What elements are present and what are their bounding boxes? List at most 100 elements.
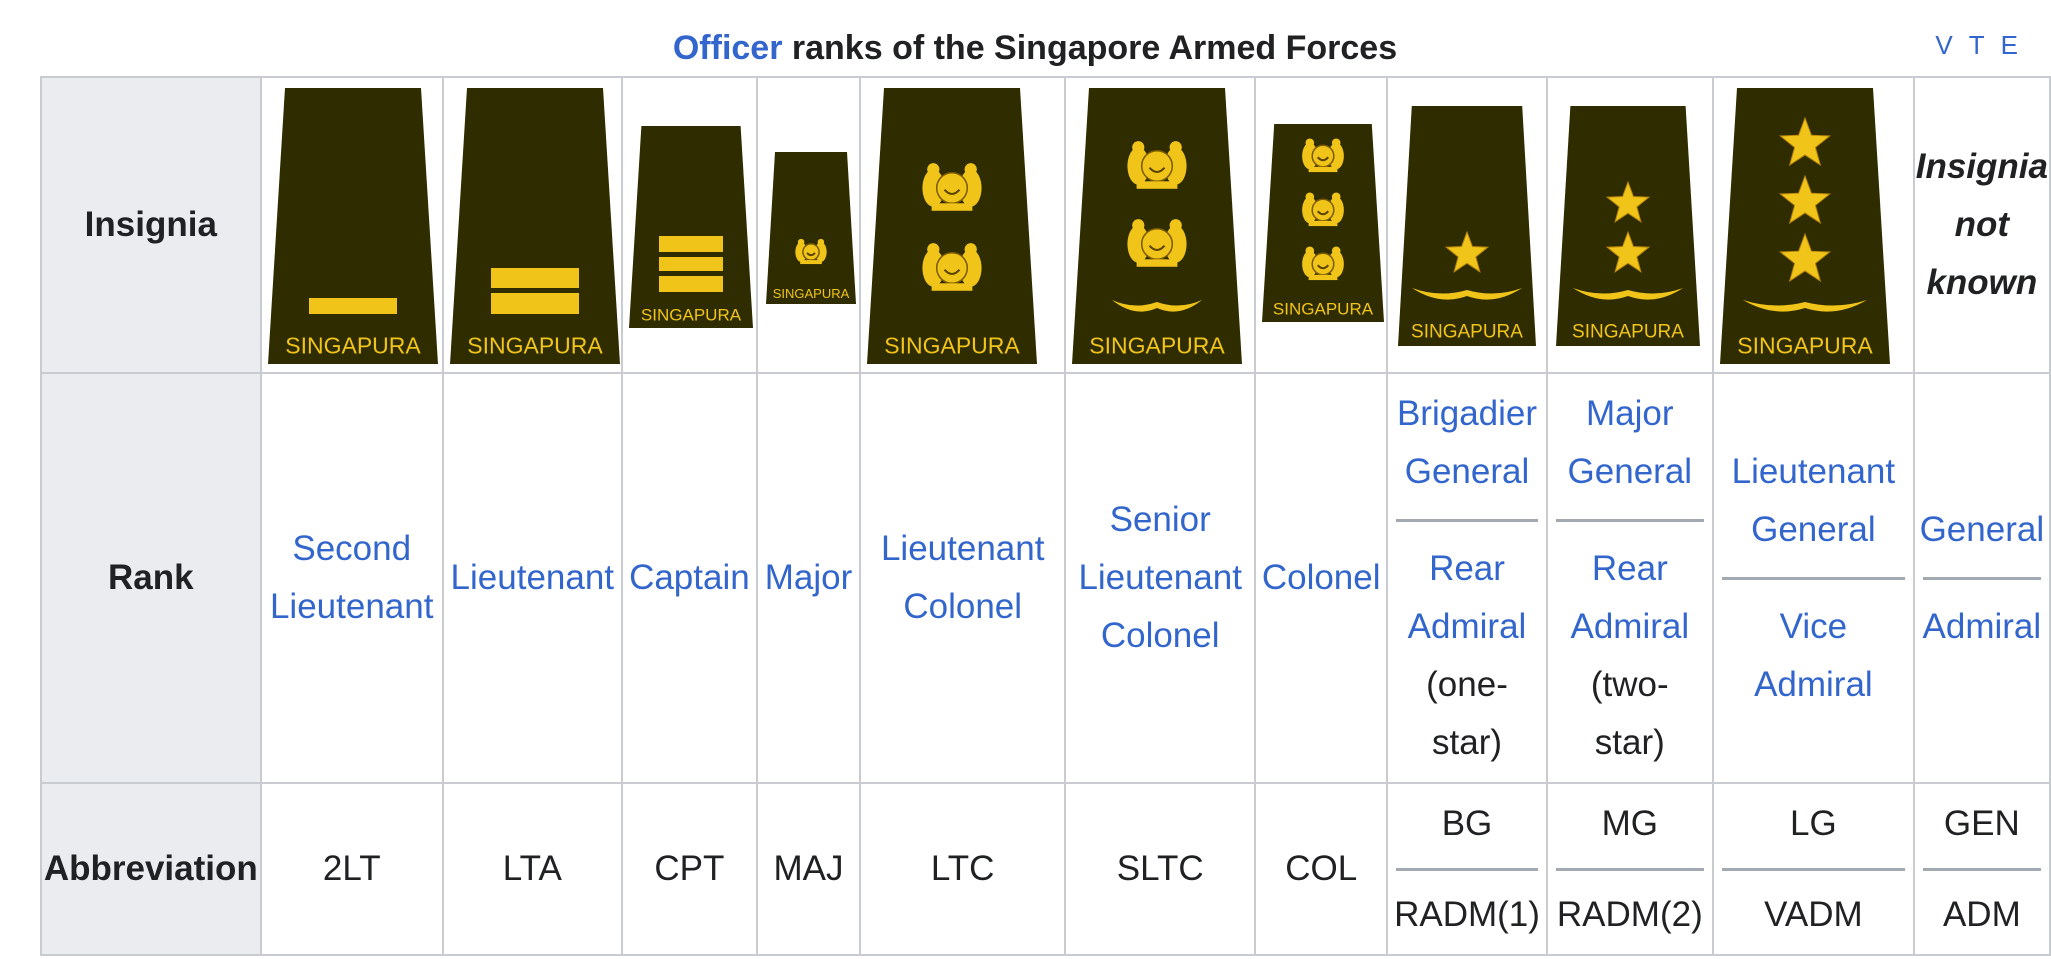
rank-link-senior-lieutenant-colonel[interactable]: Senior Lieutenant Colonel (1078, 500, 1242, 655)
officer-link[interactable]: Officer (672, 29, 783, 67)
unknown-word: known (1926, 263, 2038, 302)
star-icon (1605, 230, 1650, 273)
rank-divider (1555, 518, 1705, 522)
abbr-bottom: VADM (1764, 894, 1863, 934)
rank-link-second-lieutenant[interactable]: Second Lieutenant (269, 529, 434, 626)
rank-cell: General Admiral (1912, 372, 2051, 784)
insignia-cell: SINGAPURA (756, 76, 861, 374)
shoulder-board (1555, 106, 1700, 346)
rank-link-admiral[interactable]: Admiral (1922, 606, 2042, 646)
rank-cell: Colonel (1253, 372, 1389, 784)
rank-link-lieutenant-general[interactable]: Lieutenant General (1731, 451, 1896, 549)
shoulder-board (766, 152, 857, 304)
abbr-cell: CPT (620, 782, 759, 956)
abbr-top: MG (1601, 803, 1658, 843)
rank-row: Rank Second Lieutenant Lieutenant Captai… (40, 372, 2051, 784)
insignia-cell: SINGAPURA (441, 76, 623, 374)
insignia-row: Insignia SINGAPURA SINGAPURA SINGAPURA S… (40, 76, 2051, 374)
rank-link-rear-admiral[interactable]: Rear Admiral (1407, 548, 1527, 646)
rank-cell: Brigadier General Rear Admiral (one-star… (1386, 372, 1548, 784)
abbr-bottom: ADM (1942, 894, 2021, 934)
rank-link-captain[interactable]: Captain (629, 558, 750, 597)
insignia-lta: SINGAPURA (449, 88, 620, 364)
rank-split: Lieutenant General Vice Admiral (1714, 443, 1913, 714)
navbox-title: Officer ranks of the Singapore Armed For… (40, 24, 2030, 72)
insignia-label: SINGAPURA (641, 305, 742, 324)
navbox-caption: Officer ranks of the Singapore Armed For… (40, 24, 2030, 74)
coat-of-arms-icon (795, 238, 827, 265)
rank-divider (1396, 518, 1538, 522)
rank-cell: Major (756, 372, 861, 784)
rank-split: General Admiral (1915, 501, 2049, 656)
row-header-abbreviation: Abbreviation (40, 782, 262, 956)
abbr-cell: MAJ (756, 782, 861, 956)
row-header-rank: Rank (40, 372, 262, 784)
officer-ranks-table: Insignia SINGAPURA SINGAPURA SINGAPURA S… (40, 76, 2051, 956)
rank-split: Brigadier General Rear Admiral (one-star… (1388, 385, 1545, 772)
rank-bar-gap (658, 252, 723, 257)
insignia-cell: SINGAPURA (1545, 76, 1715, 374)
abbr-top: GEN (1943, 803, 2020, 843)
rank-link-vice-admiral[interactable]: Vice Admiral (1754, 606, 1873, 704)
insignia-lg: SINGAPURA (1720, 88, 1891, 364)
insignia-cell: SINGAPURA (620, 76, 759, 374)
view-link[interactable]: V (1935, 30, 1955, 60)
insignia-label: SINGAPURA (1411, 321, 1523, 342)
abbr-top: BG (1441, 803, 1493, 843)
insignia-cell: SINGAPURA (858, 76, 1067, 374)
rank-link-lieutenant-colonel[interactable]: Lieutenant Colonel (880, 529, 1045, 626)
abbr-cell: 2LT (259, 782, 444, 956)
rank-link-colonel[interactable]: Colonel (1261, 558, 1381, 597)
rank-bar (308, 298, 397, 314)
rank-split: Major General Rear Admiral (two-star) (1548, 385, 1713, 772)
abbr-divider (1922, 867, 2041, 871)
rank-bar-gap (490, 288, 579, 293)
insignia-cell: SINGAPURA (1064, 76, 1256, 374)
insignia-not-known: Insignia not known (1915, 138, 2049, 312)
insignia-label: SINGAPURA (1737, 333, 1873, 359)
insignia-maj: SINGAPURA (766, 152, 857, 304)
insignia-unknown-cell: Insignia not known (1912, 76, 2051, 374)
shoulder-board (628, 126, 753, 328)
laurel-wreath-icon (1572, 288, 1683, 300)
rank-link-general[interactable]: General (1919, 509, 2045, 549)
insignia-label: SINGAPURA (773, 286, 850, 301)
insignia-mg: SINGAPURA (1555, 106, 1700, 346)
insignia-label: SINGAPURA (1572, 321, 1684, 342)
rank-divider (1722, 576, 1905, 580)
rank-link-major[interactable]: Major (764, 558, 853, 597)
rank-cell: Lieutenant General Vice Admiral (1712, 372, 1915, 784)
talk-link[interactable]: T (1968, 30, 1987, 60)
insignia-label: SINGAPURA (1090, 333, 1226, 359)
navbox-title-text: ranks of the Singapore Armed Forces (782, 29, 1398, 67)
insignia-label: SINGAPURA (467, 333, 603, 359)
insignia-label: SINGAPURA (1273, 299, 1374, 318)
laurel-wreath-icon (1412, 288, 1523, 300)
rank-link-brigadier-general[interactable]: Brigadier General (1396, 393, 1538, 491)
rank-link-major-general[interactable]: Major General (1567, 393, 1693, 491)
abbr-cell: GEN ADM (1912, 782, 2051, 956)
shoulder-board (1720, 88, 1891, 364)
rank-bar-gap (658, 271, 723, 276)
insignia-cell: SINGAPURA (1253, 76, 1389, 374)
insignia-bg: SINGAPURA (1398, 106, 1537, 346)
abbr-cell: BG RADM(1) (1386, 782, 1548, 956)
coat-of-arms-icon (1127, 219, 1188, 267)
shoulder-board (449, 88, 620, 364)
abbr-divider (1722, 867, 1905, 871)
coat-of-arms-icon (1302, 192, 1344, 227)
insignia-cell: SINGAPURA (259, 76, 444, 374)
shoulder-board (1398, 106, 1537, 346)
abbreviation-row: Abbreviation 2LT LTA CPT MAJ LTC SLTC CO… (40, 782, 2051, 956)
insignia-label: SINGAPURA (285, 333, 421, 359)
rank-divider (1922, 576, 2041, 580)
star-icon (1779, 174, 1832, 225)
rank-link-lieutenant[interactable]: Lieutenant (450, 558, 615, 597)
rank-cell: Major General Rear Admiral (two-star) (1545, 372, 1715, 784)
rank-link-rear-admiral[interactable]: Rear Admiral (1570, 548, 1690, 646)
abbr-cell: COL (1253, 782, 1389, 956)
coat-of-arms-icon (1302, 138, 1344, 173)
edit-link[interactable]: E (2000, 30, 2020, 60)
insignia-col: SINGAPURA (1261, 124, 1384, 322)
